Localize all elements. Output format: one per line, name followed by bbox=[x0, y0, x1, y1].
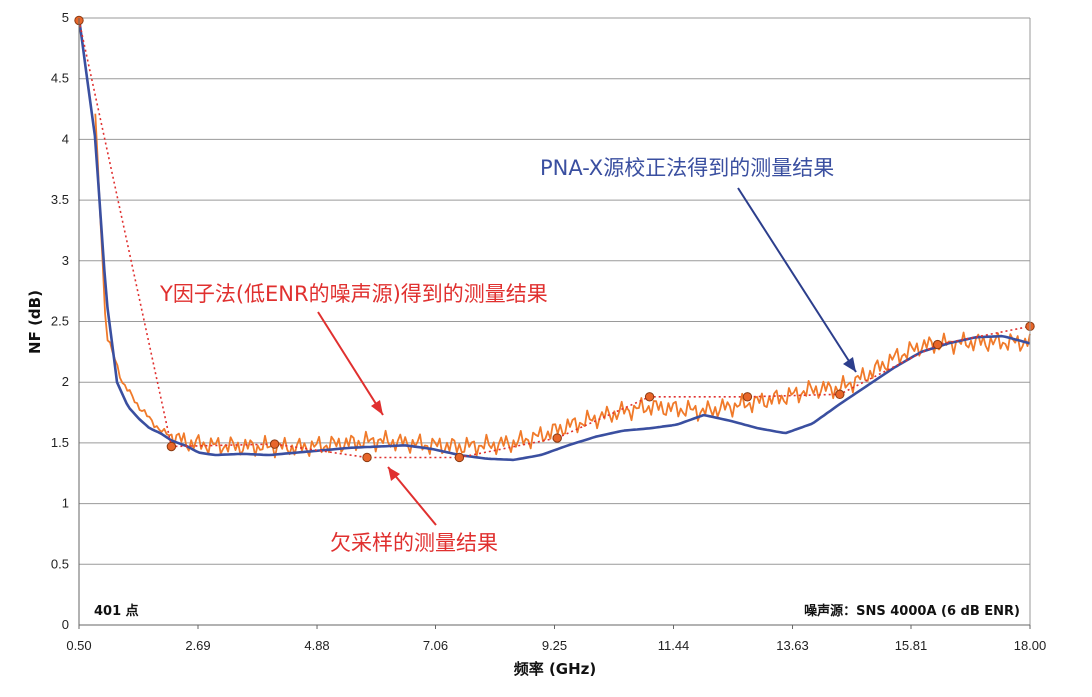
x-tick-label: 11.44 bbox=[658, 638, 690, 653]
sample-point bbox=[552, 433, 562, 443]
arrowhead-pnax bbox=[843, 357, 856, 372]
gridlines bbox=[79, 17, 1030, 626]
annotation-arrows bbox=[317, 187, 857, 526]
annotation-yfactor: Y因子法(低ENR的噪声源)得到的测量结果 bbox=[159, 282, 548, 306]
y-tick-label: 4 bbox=[62, 131, 69, 146]
y-tick-label: 0.5 bbox=[51, 556, 69, 571]
y-tick-label: 1.5 bbox=[51, 435, 69, 450]
sample-point bbox=[166, 441, 177, 452]
x-tick-label: 13.63 bbox=[776, 638, 809, 653]
y-tick-labels: 0 0.5 1 1.5 2 2.5 3 3.5 4 4.5 5 bbox=[51, 10, 69, 632]
sample-point bbox=[362, 452, 372, 463]
noise-source-label: 噪声源：SNS 4000A (6 dB ENR) bbox=[804, 603, 1020, 619]
y-tick-label: 2.5 bbox=[51, 314, 69, 329]
x-tick-label: 0.50 bbox=[66, 638, 91, 653]
sample-markers bbox=[74, 15, 1035, 463]
arrow-pnax bbox=[737, 187, 857, 373]
series-line-yfactor bbox=[94, 113, 1031, 459]
x-tick-labels: 0.50 2.69 4.88 7.06 9.25 11.44 13.63 15.81 18.00 bbox=[66, 625, 1046, 653]
x-tick-label: 15.81 bbox=[895, 638, 928, 653]
sample-point bbox=[644, 392, 655, 402]
points-count-label: 401 点 bbox=[94, 603, 139, 619]
series-line-pnax bbox=[77, 17, 1031, 462]
y-axis-title: NF (dB) bbox=[26, 290, 44, 354]
arrowhead-undersampled bbox=[388, 467, 400, 481]
sample-point bbox=[454, 452, 465, 463]
x-tick-label: 2.69 bbox=[185, 638, 210, 653]
arrow-yfactor bbox=[317, 311, 384, 416]
y-tick-label: 3.5 bbox=[51, 192, 69, 207]
sample-point bbox=[835, 389, 845, 400]
y-tick-label: 3 bbox=[62, 253, 69, 268]
y-tick-label: 2 bbox=[62, 374, 69, 389]
y-tick-label: 4.5 bbox=[51, 71, 69, 86]
sample-point bbox=[269, 439, 280, 449]
arrowhead-yfactor bbox=[371, 400, 383, 415]
y-tick-label: 1 bbox=[62, 496, 69, 511]
x-tick-label: 7.06 bbox=[423, 638, 448, 653]
y-tick-label: 0 bbox=[62, 617, 69, 632]
annotation-pnax: PNA-X源校正法得到的测量结果 bbox=[540, 156, 834, 180]
x-tick-label: 9.25 bbox=[542, 638, 567, 653]
sample-point bbox=[742, 392, 753, 402]
x-tick-label: 18.00 bbox=[1014, 638, 1047, 653]
series-group bbox=[77, 17, 1031, 462]
annotation-undersampled: 欠采样的测量结果 bbox=[330, 531, 498, 555]
x-axis-title: 频率 (GHz) bbox=[514, 660, 597, 678]
sample-point bbox=[932, 339, 943, 350]
x-tick-label: 4.88 bbox=[304, 638, 329, 653]
y-tick-label: 5 bbox=[62, 10, 69, 25]
